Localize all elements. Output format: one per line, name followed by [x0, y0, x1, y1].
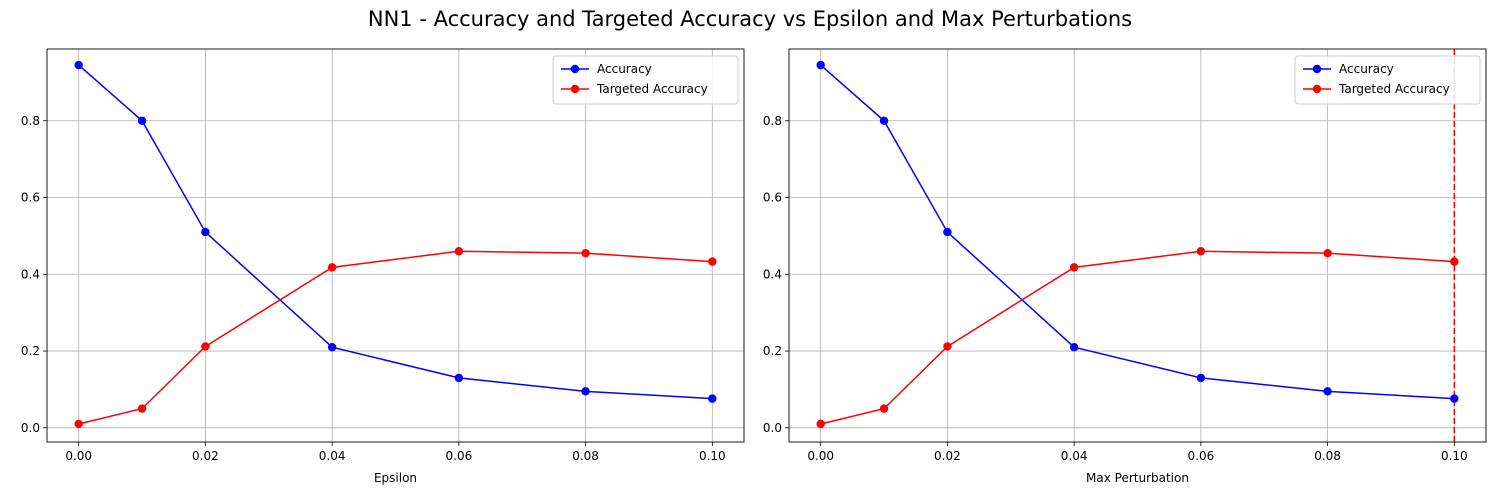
- x-tick-label: 0.06: [1188, 449, 1215, 463]
- x-tick-label: 0.10: [1441, 449, 1468, 463]
- y-tick-label: 0.4: [763, 267, 782, 281]
- legend: Accuracy Targeted Accuracy: [1294, 55, 1481, 105]
- legend-marker: [1312, 84, 1322, 94]
- legend-label: Accuracy: [597, 62, 652, 76]
- data-point: [581, 248, 590, 258]
- data-point: [1450, 394, 1459, 403]
- x-axis-label: Epsilon: [374, 471, 417, 485]
- series-line: [78, 64, 713, 400]
- x-tick-label: 0.08: [1314, 449, 1341, 463]
- data-point: [1069, 263, 1079, 272]
- x-tick-label: 0.04: [1061, 449, 1088, 463]
- x-tick-label: 0.06: [446, 449, 473, 463]
- data-point: [879, 404, 889, 413]
- y-tick-label: 0.8: [21, 114, 40, 128]
- data-point: [581, 387, 590, 396]
- legend-marker: [570, 64, 580, 74]
- y-tick-label: 0.6: [763, 191, 782, 205]
- x-tick-label: 0.08: [572, 449, 599, 463]
- data-point: [816, 60, 825, 70]
- data-point: [454, 373, 464, 383]
- data-point: [201, 342, 210, 351]
- data-point: [708, 257, 717, 266]
- chart-1: 0.00 0.02 0.04 0.06 0.08 0.10 0.0 0.2 0.4 0.6 0.8 E…: [21, 48, 745, 485]
- x-tick-label: 0.04: [319, 449, 346, 463]
- data-point: [943, 227, 952, 237]
- legend-marker: [1312, 64, 1322, 74]
- legend-label: Accuracy: [1339, 62, 1394, 76]
- y-tick-label: 0.6: [21, 191, 40, 205]
- series-line: [78, 250, 713, 425]
- data-point: [1196, 373, 1206, 383]
- x-tick-label: 0.02: [934, 449, 961, 463]
- data-point: [1323, 387, 1332, 396]
- y-tick-label: 0.0: [21, 421, 40, 435]
- chart-2: 0.00 0.02 0.04 0.06 0.08 0.10 0.0 0.2 0.4 0.6 0.8 M…: [763, 48, 1487, 485]
- x-tick-label: 0.10: [699, 449, 726, 463]
- x-axis-label: Max Perturbation: [1086, 471, 1189, 485]
- data-point: [74, 60, 83, 70]
- data-point: [1323, 248, 1332, 258]
- data-point: [327, 343, 337, 352]
- axes-frame: [46, 48, 745, 443]
- x-tick-label: 0.00: [65, 449, 92, 463]
- figure-title: NN1 - Accuracy and Targeted Accuracy vs …: [367, 7, 1133, 31]
- series-line: [820, 250, 1455, 425]
- data-point: [327, 263, 337, 272]
- legend-label: Targeted Accuracy: [596, 82, 708, 96]
- data-point: [454, 247, 464, 256]
- data-point: [74, 419, 83, 429]
- legend-box: [552, 55, 739, 105]
- x-tick-label: 0.02: [192, 449, 219, 463]
- x-tick-label: 0.00: [807, 449, 834, 463]
- y-tick-label: 0.2: [21, 344, 40, 358]
- data-point: [1450, 257, 1459, 266]
- data-point: [943, 342, 952, 351]
- data-point: [1069, 343, 1079, 352]
- data-point: [816, 419, 825, 429]
- legend-marker: [570, 84, 580, 94]
- data-point: [201, 227, 210, 237]
- y-tick-label: 0.2: [763, 344, 782, 358]
- axes-frame: [788, 48, 1487, 443]
- legend-label: Targeted Accuracy: [1338, 82, 1450, 96]
- data-point: [137, 116, 147, 125]
- legend-box: [1294, 55, 1481, 105]
- data-point: [1196, 247, 1206, 256]
- y-tick-label: 0.0: [763, 421, 782, 435]
- series-line: [820, 64, 1455, 400]
- data-point: [879, 116, 889, 125]
- y-tick-label: 0.8: [763, 114, 782, 128]
- y-tick-label: 0.4: [21, 267, 40, 281]
- data-point: [708, 394, 717, 403]
- legend: Accuracy Targeted Accuracy: [552, 55, 739, 105]
- data-point: [137, 404, 147, 413]
